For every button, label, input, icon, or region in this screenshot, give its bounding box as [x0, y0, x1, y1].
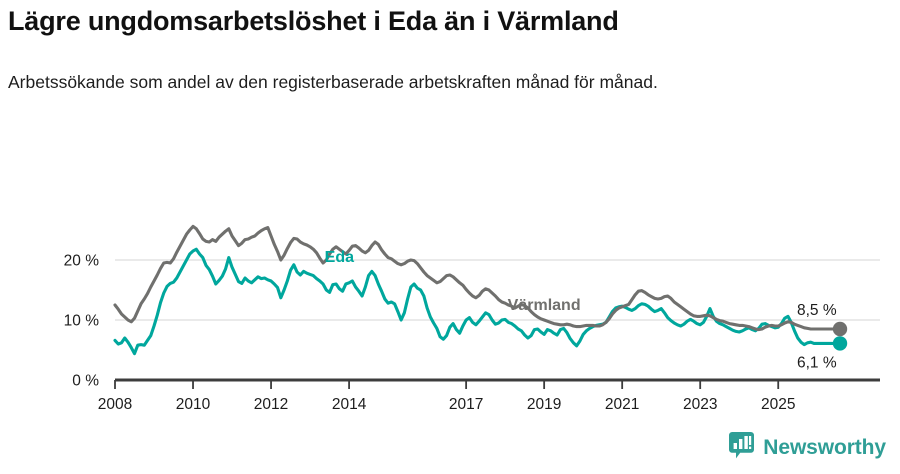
x-axis-tick-label: 2021	[605, 396, 639, 413]
y-axis-tick-label: 0 %	[72, 373, 99, 390]
end-value-label: 6,1 %	[797, 354, 837, 371]
page-title: Lägre ungdomsarbetslöshet i Eda än i Vär…	[8, 6, 619, 36]
series-inline-label: Värmland	[508, 297, 581, 314]
x-axis-tick-label: 2017	[449, 396, 483, 413]
end-value-label: 8,5 %	[797, 302, 837, 319]
series-inline-label: Eda	[325, 249, 354, 266]
end-marker-eda	[832, 336, 848, 351]
page-subtitle: Arbetssökande som andel av den registerb…	[8, 72, 658, 92]
series-line-vrmland	[113, 224, 842, 332]
x-axis-tick-label: 2010	[176, 396, 211, 413]
brand-footer: Newsworthy	[729, 432, 886, 464]
x-axis-tick-label: 2023	[683, 396, 717, 413]
brand-name: Newsworthy	[763, 436, 886, 459]
x-axis-tick-label: 2019	[527, 396, 561, 413]
x-axis-tick-label: 2008	[98, 396, 132, 413]
y-axis-tick-label: 10 %	[64, 313, 100, 330]
end-marker-vrmland	[832, 321, 848, 337]
x-axis-tick-label: 2025	[761, 396, 795, 413]
bar-chart-bubble-icon	[729, 432, 755, 464]
x-axis-tick-label: 2012	[254, 396, 288, 413]
chart-container: 0 % 10 % 20 % 2008 2010 2012 2014 2017 2019 2021 2…	[0, 170, 900, 420]
series-line-eda	[113, 247, 842, 356]
x-axis-tick-label: 2014	[332, 396, 367, 413]
line-chart: 0 % 10 % 20 % 2008 2010 2012 2014 2017 2019 2021 2…	[64, 224, 880, 413]
y-axis-tick-label: 20 %	[64, 253, 100, 270]
